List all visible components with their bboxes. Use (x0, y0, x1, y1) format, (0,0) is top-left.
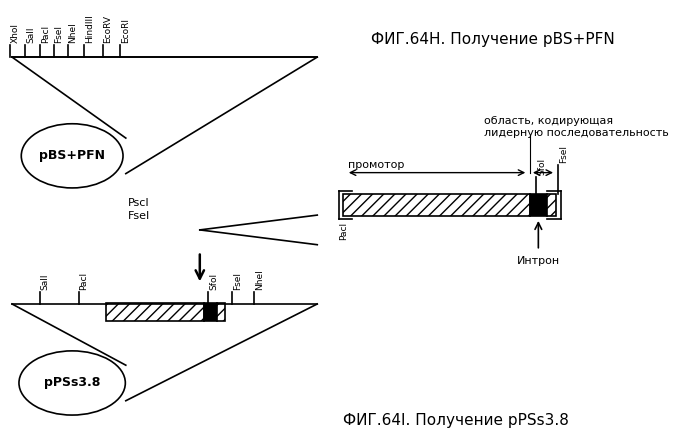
Text: EcoRI: EcoRI (121, 18, 130, 43)
Bar (217, 303, 225, 321)
Bar (205, 303, 217, 321)
Text: pPSs3.8: pPSs3.8 (44, 376, 101, 389)
Bar (343, 194, 530, 216)
Text: ФИГ.64I. Получение pPSs3.8: ФИГ.64I. Получение pPSs3.8 (343, 413, 569, 428)
Text: SalI: SalI (40, 274, 50, 290)
Text: EcoRV: EcoRV (103, 15, 112, 43)
Text: XhoI: XhoI (11, 23, 20, 43)
Bar (106, 303, 205, 321)
Text: PacI: PacI (80, 272, 89, 290)
Text: PacI: PacI (339, 222, 348, 240)
Text: HindIII: HindIII (85, 15, 94, 43)
Text: FseI: FseI (128, 211, 150, 221)
Text: FseI: FseI (558, 145, 567, 163)
Text: pBS+PFN: pBS+PFN (39, 150, 105, 162)
Bar (547, 194, 556, 216)
Bar (530, 194, 547, 216)
Text: FseI: FseI (54, 25, 64, 43)
Text: Интрон: Интрон (517, 255, 560, 266)
Text: FseI: FseI (233, 272, 242, 290)
Text: SalI: SalI (26, 27, 35, 43)
Text: SfoI: SfoI (209, 273, 218, 290)
Text: PscI: PscI (128, 198, 149, 208)
Text: NheI: NheI (68, 23, 77, 43)
Text: SfoI: SfoI (537, 158, 547, 174)
Text: область, кодирующая
лидерную последовательность: область, кодирующая лидерную последовате… (484, 116, 669, 138)
Text: NheI: NheI (255, 269, 265, 290)
Text: промотор: промотор (348, 160, 404, 170)
Text: ФИГ.64Н. Получение pBS+PFN: ФИГ.64Н. Получение pBS+PFN (371, 32, 615, 48)
Text: PacI: PacI (40, 25, 50, 43)
